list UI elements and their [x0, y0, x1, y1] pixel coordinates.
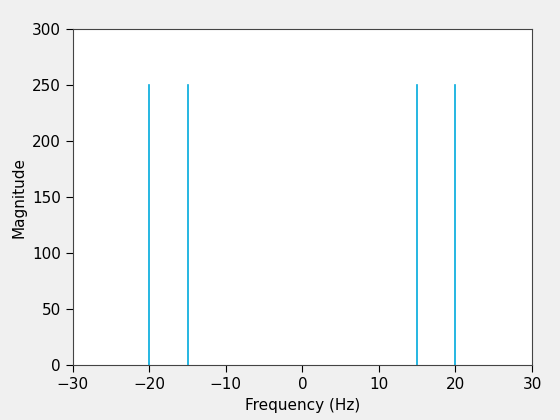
X-axis label: Frequency (Hz): Frequency (Hz) — [245, 398, 360, 413]
Y-axis label: Magnitude: Magnitude — [11, 157, 26, 238]
